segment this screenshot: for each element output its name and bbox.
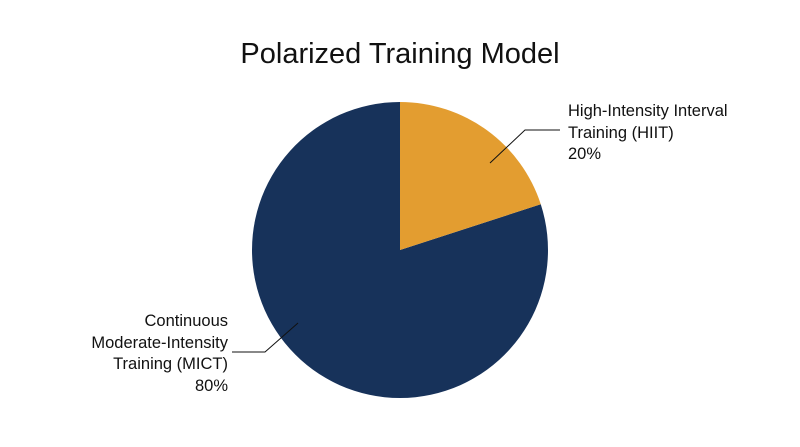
leader-line [232,322,299,353]
value-label: 80% [194,376,228,395]
chart-title: Polarized Training Model [240,38,560,70]
pie-slice [252,102,548,399]
slice-label: Continuous Moderate-Intensity Training (… [68,311,228,397]
category-label: High-Intensity Interval Training (HIIT) [568,102,728,142]
category-label: Continuous Moderate-Intensity Training (… [91,312,228,373]
slice-label: High-Intensity Interval Training (HIIT) … [568,101,783,166]
value-label: 20% [568,145,602,163]
leader-line [489,129,560,164]
pie-slice [400,102,541,250]
